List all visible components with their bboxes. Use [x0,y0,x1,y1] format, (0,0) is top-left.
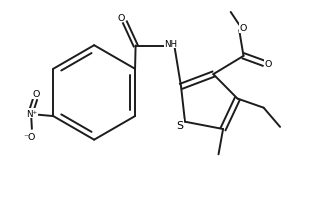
Text: O: O [265,60,272,69]
Text: O: O [239,24,247,33]
Text: S: S [176,120,183,130]
Text: O: O [118,14,125,23]
Text: O: O [33,90,40,99]
Text: ⁻O: ⁻O [23,132,36,141]
Text: N⁺: N⁺ [27,109,38,118]
Text: NH: NH [164,39,177,48]
